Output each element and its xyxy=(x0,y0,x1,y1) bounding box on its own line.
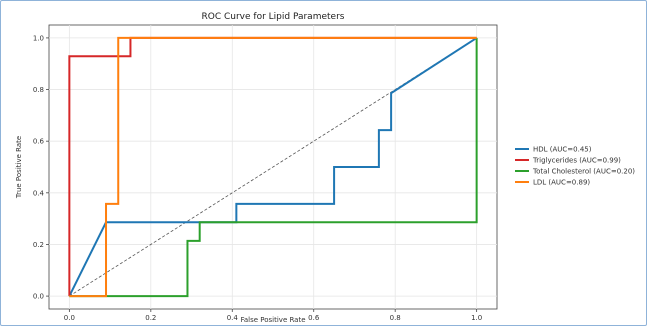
y-tick-label: 0.0 xyxy=(33,293,44,301)
x-tick-label: 0.2 xyxy=(145,314,156,322)
x-tick-label: 0.0 xyxy=(64,314,75,322)
x-axis-label: False Positive Rate xyxy=(240,316,305,324)
x-tick-label: 1.0 xyxy=(471,314,482,322)
legend-label: HDL (AUC=0.45) xyxy=(533,146,592,154)
y-ticks: 0.0 0.2 0.4 0.6 0.8 1.0 xyxy=(33,34,49,301)
x-tick-label: 0.4 xyxy=(227,314,239,322)
y-tick-label: 0.2 xyxy=(33,241,44,249)
legend: HDL (AUC=0.45) Triglycerides (AUC=0.99) To… xyxy=(515,146,635,187)
legend-label: LDL (AUC=0.89) xyxy=(533,179,590,187)
x-tick-label: 0.8 xyxy=(390,314,401,322)
y-tick-label: 0.6 xyxy=(33,138,45,146)
y-tick-label: 1.0 xyxy=(33,34,44,42)
series-line-ldl xyxy=(69,36,477,298)
legend-label: Triglycerides (AUC=0.99) xyxy=(532,157,621,165)
series-line-hdl xyxy=(68,37,478,297)
x-tick-label: 0.6 xyxy=(308,314,320,322)
series-line-total xyxy=(69,37,478,298)
series-layer xyxy=(68,36,478,298)
x-ticks: 0.0 0.2 0.4 0.6 0.8 1.0 xyxy=(64,309,482,322)
legend-label: Total Cholesterol (AUC=0.20) xyxy=(532,168,635,176)
y-tick-label: 0.4 xyxy=(33,189,45,197)
y-axis-label: True Positive Rate xyxy=(15,136,23,199)
chart-title: ROC Curve for Lipid Parameters xyxy=(202,12,345,22)
y-tick-label: 0.8 xyxy=(33,86,44,94)
